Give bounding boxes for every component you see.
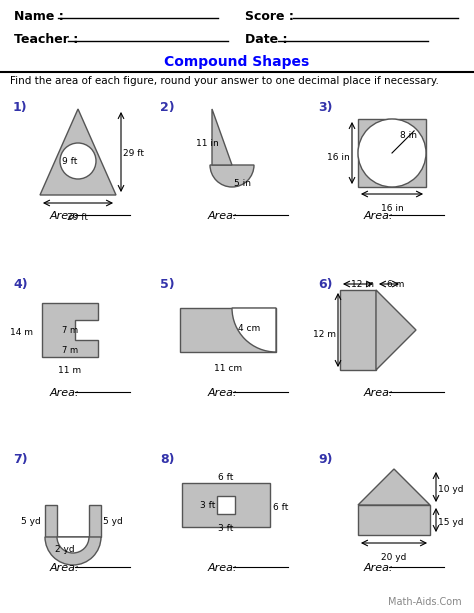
Text: 3 ft: 3 ft bbox=[200, 501, 215, 510]
Text: 12 m: 12 m bbox=[313, 330, 336, 339]
Circle shape bbox=[60, 143, 96, 179]
Circle shape bbox=[358, 119, 426, 187]
Text: 29 ft: 29 ft bbox=[67, 213, 89, 222]
Text: Date :: Date : bbox=[245, 33, 288, 46]
Text: Area:: Area: bbox=[364, 388, 394, 398]
Text: 1): 1) bbox=[13, 101, 27, 114]
Text: Area:: Area: bbox=[50, 211, 80, 221]
Text: Score :: Score : bbox=[245, 10, 294, 23]
Text: 7 m: 7 m bbox=[62, 346, 78, 355]
Text: Name :: Name : bbox=[14, 10, 64, 23]
Text: 20 yd: 20 yd bbox=[381, 553, 407, 562]
Text: 10 yd: 10 yd bbox=[438, 485, 464, 494]
Text: Area:: Area: bbox=[364, 211, 394, 221]
Text: 6): 6) bbox=[318, 278, 332, 291]
Text: 3): 3) bbox=[318, 101, 332, 114]
Text: 6 ft: 6 ft bbox=[273, 503, 288, 512]
Text: 7 m: 7 m bbox=[62, 326, 78, 335]
Text: Math-Aids.Com: Math-Aids.Com bbox=[388, 597, 462, 607]
Text: 8): 8) bbox=[160, 453, 174, 466]
Bar bbox=[89, 505, 101, 537]
Text: Area:: Area: bbox=[208, 211, 238, 221]
Polygon shape bbox=[358, 469, 430, 505]
Text: Area:: Area: bbox=[364, 563, 394, 573]
Text: Find the area of each figure, round your answer to one decimal place if necessar: Find the area of each figure, round your… bbox=[10, 76, 439, 86]
Text: 6 m: 6 m bbox=[387, 280, 405, 289]
Text: 7): 7) bbox=[13, 453, 27, 466]
Polygon shape bbox=[40, 109, 116, 195]
Text: 2 yd: 2 yd bbox=[55, 545, 75, 554]
Text: 3 ft: 3 ft bbox=[219, 524, 234, 533]
Text: 11 m: 11 m bbox=[58, 366, 82, 375]
Text: 2): 2) bbox=[160, 101, 174, 114]
Text: 5): 5) bbox=[160, 278, 174, 291]
Text: 8 in: 8 in bbox=[400, 131, 417, 140]
Polygon shape bbox=[212, 109, 232, 165]
Text: 16 in: 16 in bbox=[327, 153, 350, 162]
Text: 12 m: 12 m bbox=[352, 280, 374, 289]
Text: 4): 4) bbox=[13, 278, 27, 291]
Text: 4 cm: 4 cm bbox=[238, 324, 260, 333]
Text: Area:: Area: bbox=[208, 388, 238, 398]
Wedge shape bbox=[57, 537, 89, 553]
Wedge shape bbox=[210, 165, 254, 187]
Bar bbox=[358, 505, 430, 535]
Text: 9): 9) bbox=[318, 453, 332, 466]
Text: 29 ft: 29 ft bbox=[123, 149, 144, 158]
Bar bbox=[340, 290, 376, 370]
Polygon shape bbox=[42, 303, 98, 357]
Wedge shape bbox=[45, 537, 101, 565]
Text: 14 m: 14 m bbox=[10, 328, 34, 337]
Polygon shape bbox=[376, 290, 416, 370]
Text: 15 yd: 15 yd bbox=[438, 518, 464, 527]
Text: 11 in: 11 in bbox=[196, 139, 219, 148]
Text: Area:: Area: bbox=[208, 563, 238, 573]
Text: 5 yd: 5 yd bbox=[103, 517, 123, 526]
Bar bbox=[180, 308, 276, 352]
Bar bbox=[358, 119, 426, 187]
Bar bbox=[217, 496, 235, 514]
Text: Area:: Area: bbox=[50, 563, 80, 573]
Text: 16 in: 16 in bbox=[381, 204, 403, 213]
Text: 5 yd: 5 yd bbox=[21, 517, 41, 526]
Text: 11 cm: 11 cm bbox=[214, 364, 242, 373]
Text: 9 ft: 9 ft bbox=[62, 157, 78, 166]
Text: Area:: Area: bbox=[50, 388, 80, 398]
Bar bbox=[182, 483, 270, 527]
Text: Teacher :: Teacher : bbox=[14, 33, 78, 46]
Text: 6 ft: 6 ft bbox=[219, 473, 234, 482]
Bar bbox=[45, 505, 57, 537]
Text: Compound Shapes: Compound Shapes bbox=[164, 55, 310, 69]
Wedge shape bbox=[232, 308, 276, 352]
Text: 5 in: 5 in bbox=[234, 179, 251, 188]
